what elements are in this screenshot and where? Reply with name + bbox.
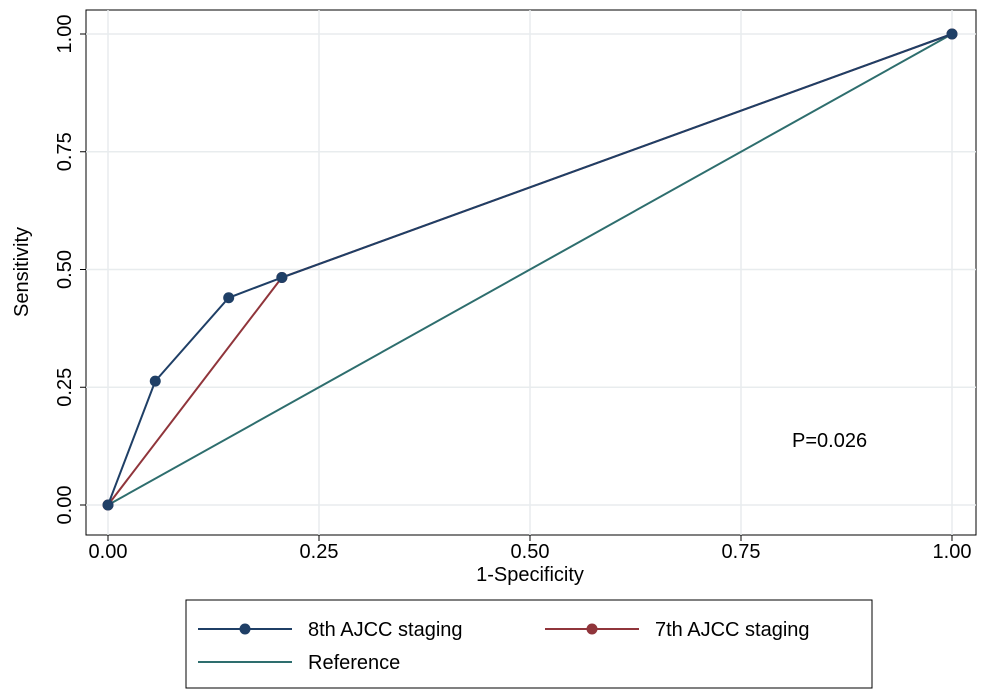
x-axis: 0.00 0.25 0.50 0.75 1.00 (89, 535, 972, 563)
data-point (276, 272, 288, 284)
grid (86, 10, 976, 535)
x-tick-label: 1.00 (933, 541, 972, 563)
x-tick-label: 0.75 (722, 541, 761, 563)
data-point (223, 292, 235, 304)
x-tick-label: 0.00 (89, 541, 128, 563)
data-point (946, 28, 958, 40)
y-axis: 0.00 0.25 0.50 0.75 1.00 (54, 15, 86, 525)
legend-item: Reference (198, 652, 400, 674)
x-tick-label: 0.50 (511, 541, 550, 563)
legend-item: 8th AJCC staging (198, 619, 463, 641)
series-layer (102, 28, 958, 511)
series-2 (107, 33, 953, 506)
y-tick-label: 0.75 (54, 132, 76, 171)
legend: 8th AJCC staging 7th AJCC staging Referenc… (185, 599, 873, 689)
legend-box (185, 599, 873, 689)
legend-label: 7th AJCC staging (655, 619, 810, 641)
x-axis-title: 1-Specificity (476, 564, 584, 586)
series-0 (102, 28, 958, 511)
data-point (149, 375, 161, 387)
y-tick-label: 0.25 (54, 368, 76, 407)
legend-label: Reference (308, 652, 400, 674)
data-point (102, 499, 114, 511)
legend-label: 8th AJCC staging (308, 619, 463, 641)
y-tick-label: 0.00 (54, 486, 76, 525)
plot-area (85, 9, 977, 536)
y-tick-label: 1.00 (54, 15, 76, 54)
series-line (107, 33, 953, 506)
legend-item: 7th AJCC staging (545, 619, 810, 641)
legend-swatch-marker (586, 623, 598, 635)
x-tick-label: 0.25 (300, 541, 339, 563)
y-tick-label: 0.50 (54, 250, 76, 289)
y-axis-title: Sensitivity (11, 227, 33, 317)
legend-swatch-marker (239, 623, 251, 635)
p-value-annotation: P=0.026 (792, 430, 867, 452)
